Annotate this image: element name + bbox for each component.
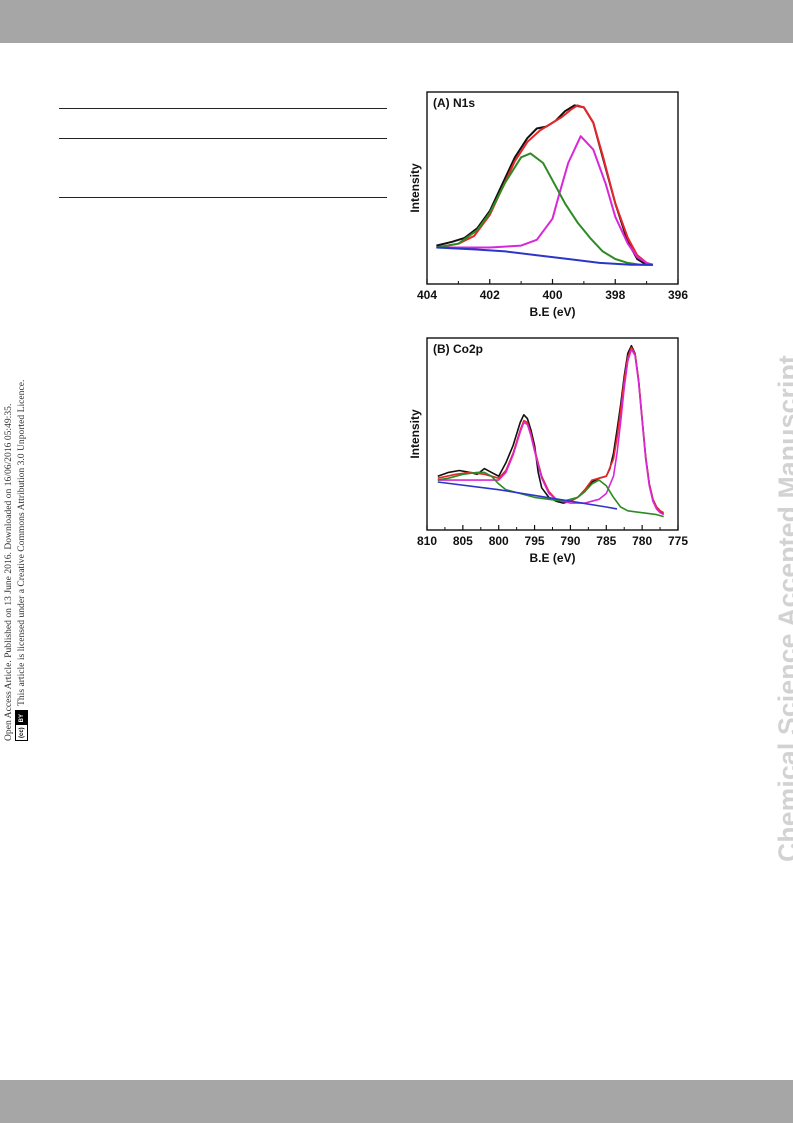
series-line-background-4 bbox=[437, 481, 618, 510]
series-line-background-4 bbox=[436, 246, 653, 266]
series-line-experimental-0 bbox=[436, 104, 653, 266]
n1s-xps-chart: 404 402 400 398 396 B.E (eV) Intensity (A) N1s bbox=[408, 91, 688, 319]
x-tick-label: 402 bbox=[480, 288, 500, 302]
by-icon: BY bbox=[16, 710, 27, 726]
x-axis-label: B.E (eV) bbox=[529, 551, 575, 565]
series-line-component-3 bbox=[437, 471, 664, 518]
table-rule-top bbox=[59, 108, 387, 109]
manuscript-watermark: Chemical Science Accepted Manuscript bbox=[773, 355, 793, 862]
publication-note: Open Access Article. Published on 13 Jun… bbox=[3, 403, 14, 741]
co2p-xps-chart: 810 805 800 795 790 785 780 775 B.E (eV) Intensit… bbox=[408, 337, 688, 565]
x-tick-label: 775 bbox=[668, 534, 688, 548]
series-line-experimental-0 bbox=[437, 344, 665, 516]
y-axis-label: Intensity bbox=[408, 163, 422, 213]
x-tick-label: 404 bbox=[417, 288, 437, 302]
plot-frame bbox=[426, 91, 679, 285]
license-note[interactable]: This article is licensed under a Creativ… bbox=[15, 379, 27, 706]
x-tick-label: 400 bbox=[542, 288, 562, 302]
series-line-component-3 bbox=[436, 152, 653, 266]
article-metadata: Open Access Article. Published on 13 Jun… bbox=[3, 380, 28, 741]
x-tick-label: 398 bbox=[605, 288, 625, 302]
series-line-component-2 bbox=[437, 348, 665, 516]
table-rule-mid bbox=[59, 138, 387, 139]
chart-panel-n1s: 404 402 400 398 396 B.E (eV) Intensity (A) N1s bbox=[405, 87, 713, 332]
x-tick-label: 790 bbox=[560, 534, 580, 548]
x-tick-label: 795 bbox=[525, 534, 545, 548]
plot-frame bbox=[426, 337, 679, 531]
x-tick-label: 785 bbox=[596, 534, 616, 548]
x-tick-label: 780 bbox=[632, 534, 652, 548]
series-line-fit-1 bbox=[437, 346, 665, 514]
series-line-component-2 bbox=[436, 135, 654, 266]
x-tick-label: 810 bbox=[417, 534, 437, 548]
chart-title: (A) N1s bbox=[433, 96, 475, 110]
cc-icon: (cc) bbox=[16, 725, 27, 740]
cc-license-badge[interactable]: (cc) BY bbox=[15, 709, 28, 741]
header-bar bbox=[0, 0, 793, 43]
x-tick-label: 396 bbox=[668, 288, 688, 302]
x-tick-label: 805 bbox=[453, 534, 473, 548]
x-tick-label: 800 bbox=[489, 534, 509, 548]
chart-title: (B) Co2p bbox=[433, 342, 483, 356]
table-rule-bottom bbox=[59, 197, 387, 198]
y-axis-label: Intensity bbox=[408, 409, 422, 459]
chart-panel-co2p: 810 805 800 795 790 785 780 775 B.E (eV) Intensit… bbox=[405, 333, 713, 578]
x-axis-label: B.E (eV) bbox=[529, 305, 575, 319]
series-line-fit-1 bbox=[436, 104, 654, 266]
footer-bar bbox=[0, 1080, 793, 1123]
